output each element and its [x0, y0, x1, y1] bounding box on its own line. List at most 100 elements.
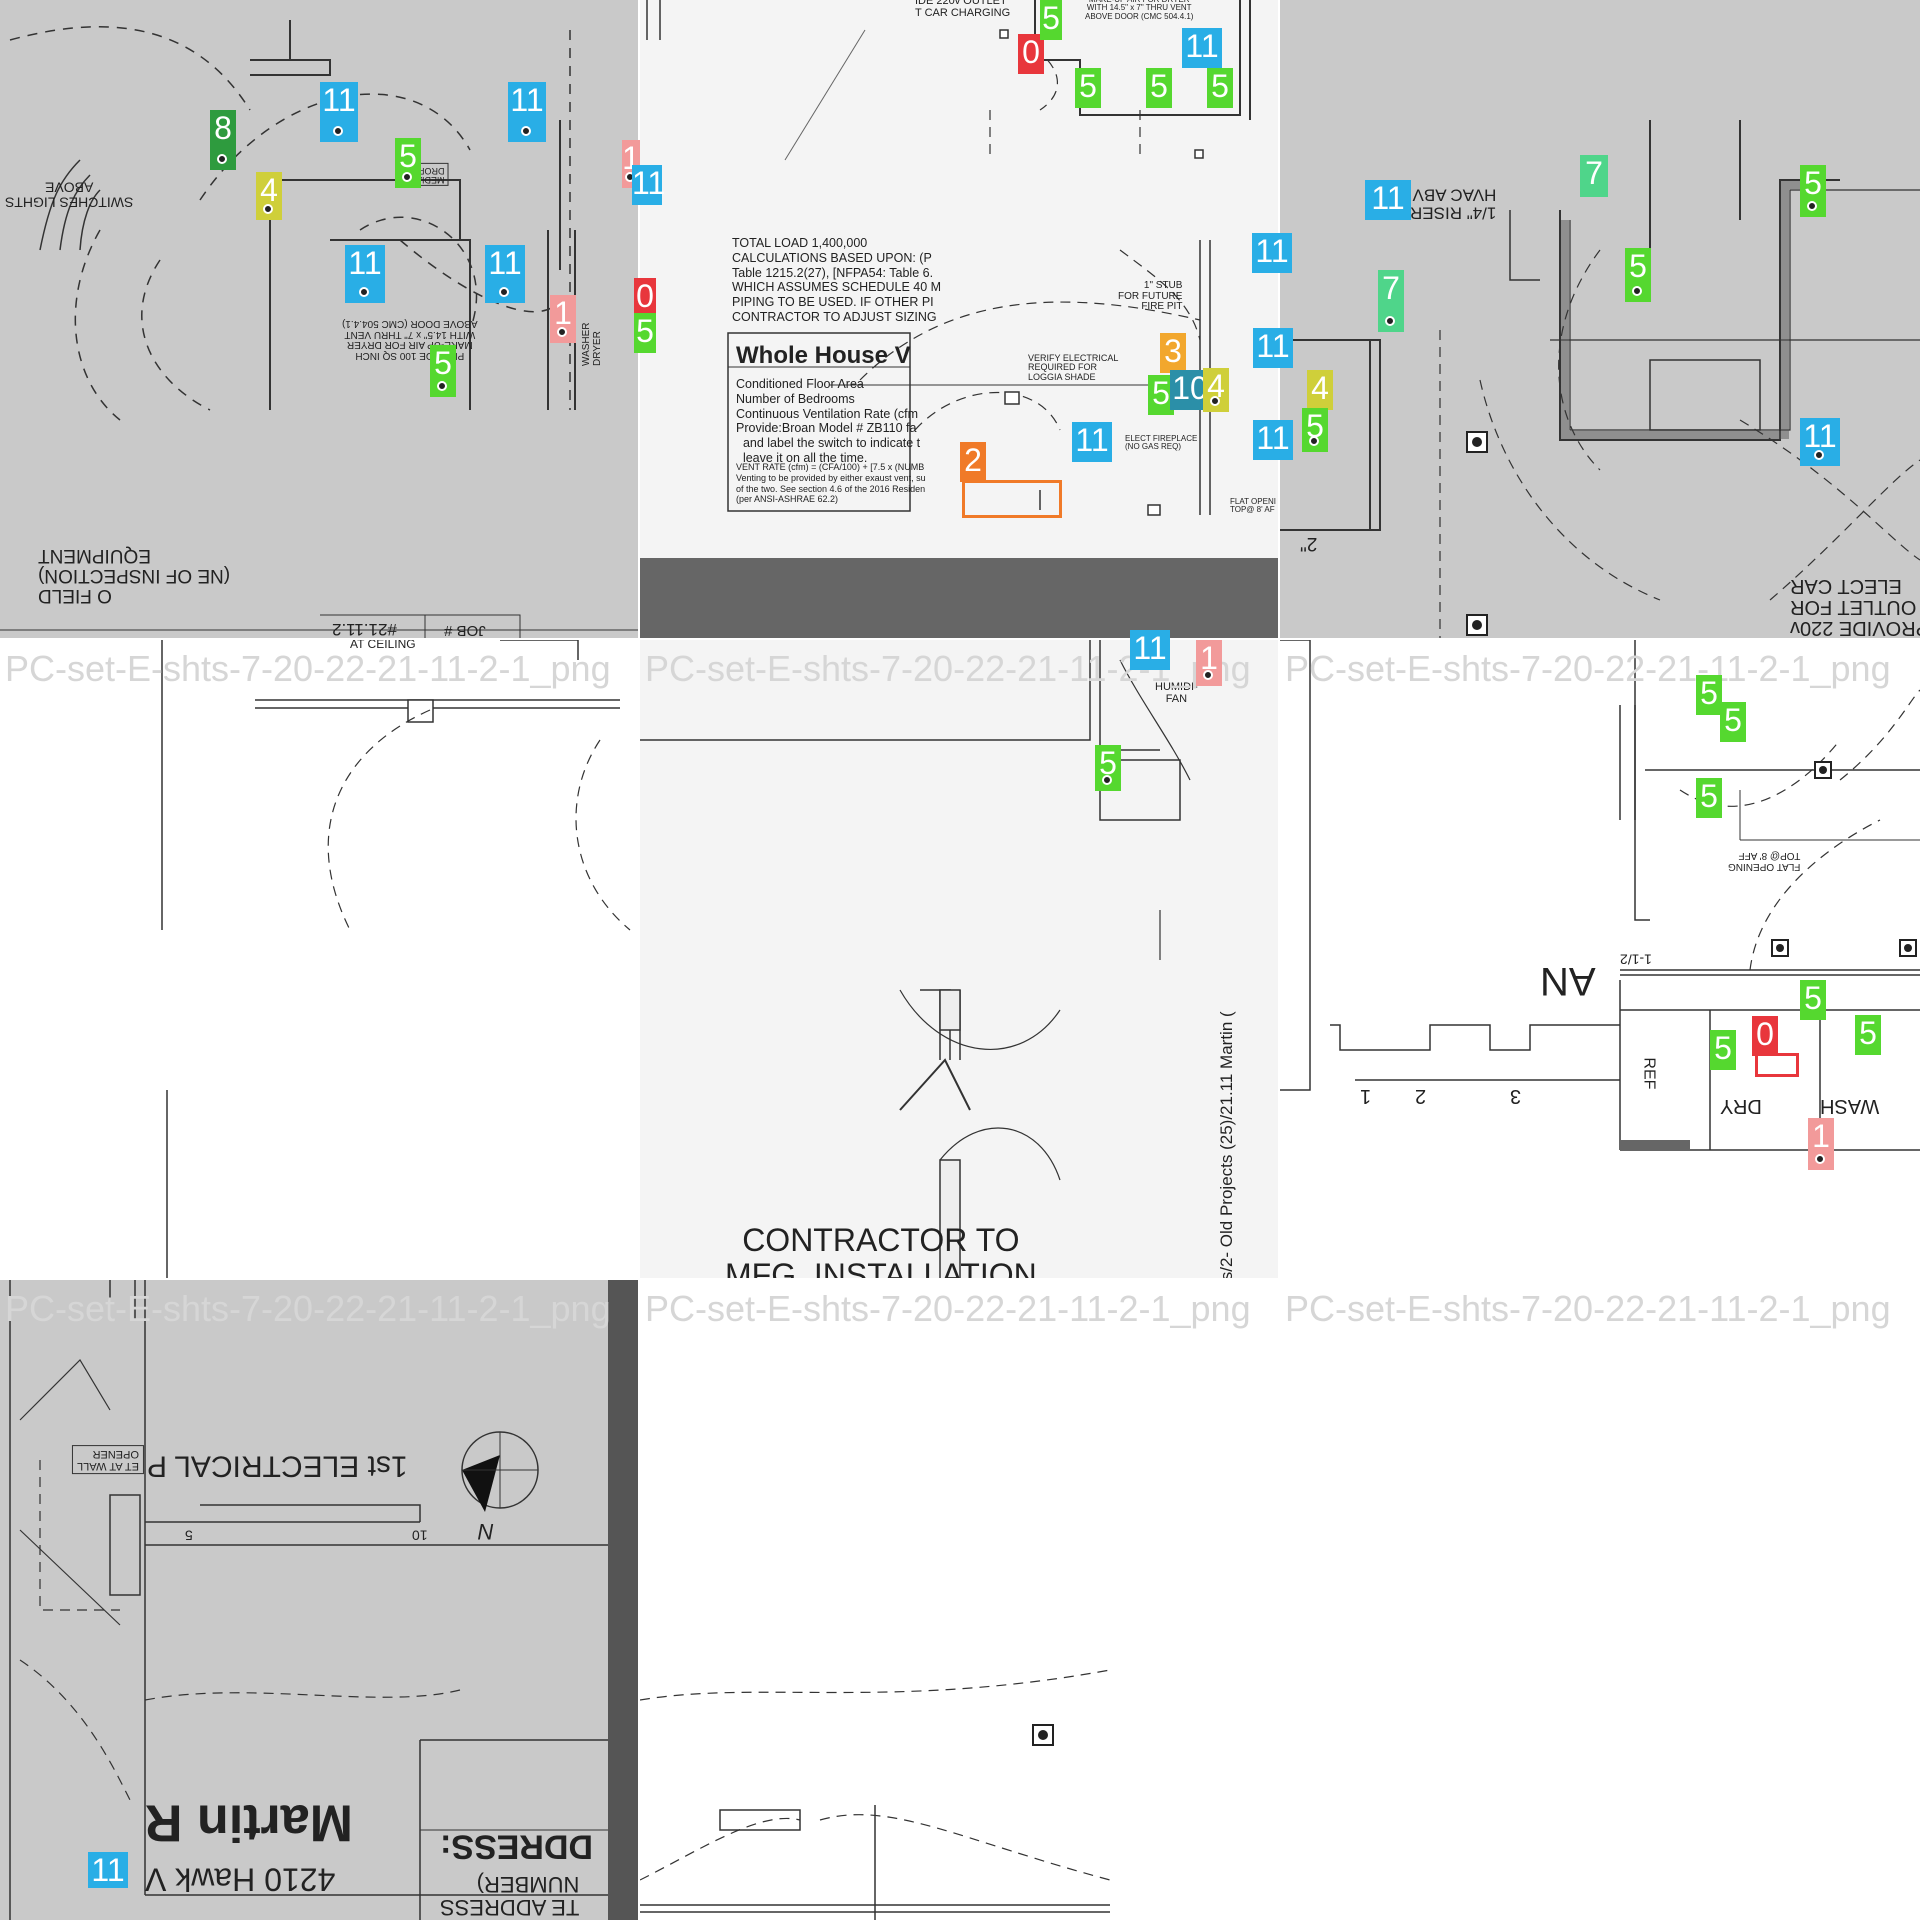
detection-label-box: 11: [345, 245, 385, 303]
garage-opener-note: ET AT WALL OPENER: [72, 1445, 144, 1475]
detection-label-box: 5: [1800, 165, 1826, 217]
watermark-row2-a: PC-set-E-shts-7-20-22-21-11-2-1_png: [5, 1288, 611, 1329]
detection-label-box: 5: [1075, 68, 1101, 108]
detection-label-number: 5: [1724, 702, 1742, 738]
fixture-symbol-icon: [1102, 775, 1112, 785]
dimension-1-1-2: 1-1/2: [1620, 951, 1652, 968]
detection-label-box: 5: [1146, 68, 1172, 108]
detection-label-box: 3: [1160, 333, 1186, 373]
switches-lights-note: SWITCHES LIGHTS ABOVE: [5, 179, 134, 211]
fixture-symbol-icon: [1203, 670, 1213, 680]
detection-label-number: 5: [399, 138, 417, 174]
detection-label-box: 11: [1253, 420, 1293, 460]
tile-bottom-middle: [640, 1280, 1110, 1920]
detection-label-number: 11: [632, 165, 666, 201]
detection-label-number: 5: [1042, 0, 1060, 36]
tile-middle-left: AT CEILING: [0, 640, 638, 1278]
detection-label-number: 11: [1371, 180, 1405, 216]
detection-label-box: 5: [1710, 1030, 1736, 1070]
fixture-symbol-icon: [1385, 316, 1395, 326]
detection-label-number: 1: [1200, 640, 1218, 676]
detection-label-box: 8: [210, 110, 236, 170]
detection-label-box: 5: [1207, 68, 1233, 108]
detection-label-number: 5: [636, 313, 654, 349]
floorplan-lines: [0, 20, 638, 638]
detection-label-box: 0: [634, 278, 656, 320]
detection-label-number: 11: [510, 82, 544, 118]
detection-label-box: 5: [1302, 408, 1328, 452]
detection-label-box: 11: [1252, 233, 1292, 273]
fixture-symbol-icon: [359, 287, 369, 297]
loggia-shade-note: VERIFY ELECTRICAL REQUIRED FOR LOGGIA SH…: [1028, 353, 1119, 382]
detection-label-number: 11: [1133, 630, 1167, 666]
fixture-symbol-icon: [1309, 436, 1319, 446]
dark-strip: [608, 1280, 638, 1920]
fixture-symbol-icon: [1807, 201, 1817, 211]
detection-label-number: 4: [260, 172, 278, 208]
detection-label-box: 1: [1808, 1118, 1834, 1170]
floorplan-lines: [1280, 120, 1920, 638]
humidifier-fan-label: HUMIDI- FAN: [1155, 681, 1198, 705]
makeup-air-note-2: MAKE-UP AIR FOR DRYER WITH 14.5" x 7" TH…: [1085, 0, 1194, 21]
detection-label-box: 11: [485, 245, 525, 303]
detection-label-box: 7: [1580, 155, 1608, 197]
detection-label-box: 5: [430, 345, 456, 397]
detection-label-number: 5: [1804, 165, 1822, 201]
makeup-air-note: PROVIDE 100 SQ INCH MAKE-UP AIR FOR DRYE…: [342, 318, 478, 362]
detection-label-number: 5: [1859, 1015, 1877, 1051]
hvac-riser-note: 1/4" RISER HVAC ABV: [1410, 185, 1497, 223]
scale-1: 1: [1360, 1085, 1372, 1107]
detection-label-number: 11: [348, 245, 382, 281]
box-outline-0: [1755, 1053, 1799, 1077]
fixture-symbol-icon: [263, 204, 273, 214]
detection-label-box: 0: [1018, 34, 1044, 74]
detection-label-number: 5: [1079, 68, 1097, 104]
detection-label-box: 5: [1040, 0, 1062, 40]
detection-label-number: 5: [1629, 248, 1647, 284]
fixture-symbol-icon: [402, 172, 412, 182]
detection-label-box: 11: [508, 82, 546, 142]
detection-label-box: 5: [395, 138, 421, 188]
detection-label-number: 11: [1256, 420, 1290, 456]
detection-label-number: 2: [964, 442, 982, 478]
detection-label-box: 1: [550, 295, 576, 343]
floorplan-lines: [9, 1280, 608, 1920]
detection-label-box: 5: [1625, 248, 1651, 302]
detection-label-box: 11: [1072, 422, 1112, 462]
tile-top-right: 1/4" RISER HVAC ABV 2" PROVIDE 220v OUTL…: [1280, 0, 1920, 638]
detection-label-number: 10: [1172, 370, 1208, 406]
washer-label: WASH: [1820, 1095, 1880, 1117]
whole-house-rows: Conditioned Floor Area Number of Bedroom…: [736, 377, 921, 465]
detection-label-number: 4: [1207, 368, 1225, 404]
project-address: 4210 Hawk V: [145, 1861, 336, 1898]
watermark-row2-b: PC-set-E-shts-7-20-22-21-11-2-1_png: [645, 1288, 1251, 1329]
detection-label-number: 1: [1812, 1118, 1830, 1154]
dark-band: [640, 558, 1278, 638]
detection-label-box: 11: [320, 82, 358, 142]
tile-bottom-left: ET AT WALL OPENER 1st ELECTRICAL P 5 10 …: [0, 1280, 638, 1920]
detection-label-number: 11: [1185, 28, 1219, 64]
tile-top-middle: IDE 220v OUTLET T CAR CHARGING MAKE-UP A…: [640, 0, 1278, 638]
mfg-installation-note: CONTRACTOR TO MFG. INSTALLATION: [725, 1222, 1037, 1278]
floorplan-lines: [640, 1669, 1110, 1920]
detection-label-number: 4: [1311, 370, 1329, 406]
gas-calc-note: TOTAL LOAD 1,400,000 CALCULATIONS BASED …: [732, 236, 942, 324]
fixture-symbol-icon: [217, 154, 227, 164]
fixture-symbol-icon: [499, 287, 509, 297]
detection-label-box: 11: [1253, 328, 1293, 368]
detection-label-number: 11: [488, 245, 522, 281]
detection-label-box: 11: [1182, 28, 1222, 68]
detection-label-number: 0: [1022, 34, 1040, 70]
detection-label-box: 5: [1800, 980, 1826, 1020]
scale-10: 10: [412, 1527, 428, 1544]
detection-label-number: 7: [1382, 270, 1400, 306]
detection-label-box: 5: [634, 313, 656, 353]
fixture-symbol-icon: [333, 126, 343, 136]
detection-label-number: 0: [1756, 1016, 1774, 1052]
detection-label-number: 5: [1211, 68, 1229, 104]
scale-2: 2: [1415, 1085, 1427, 1107]
scale-5: 5: [185, 1527, 193, 1544]
watermark-row2-c: PC-set-E-shts-7-20-22-21-11-2-1_png: [1285, 1288, 1891, 1329]
fixture-symbol-icon: [557, 327, 567, 337]
detection-label-box: 11: [1365, 180, 1411, 220]
